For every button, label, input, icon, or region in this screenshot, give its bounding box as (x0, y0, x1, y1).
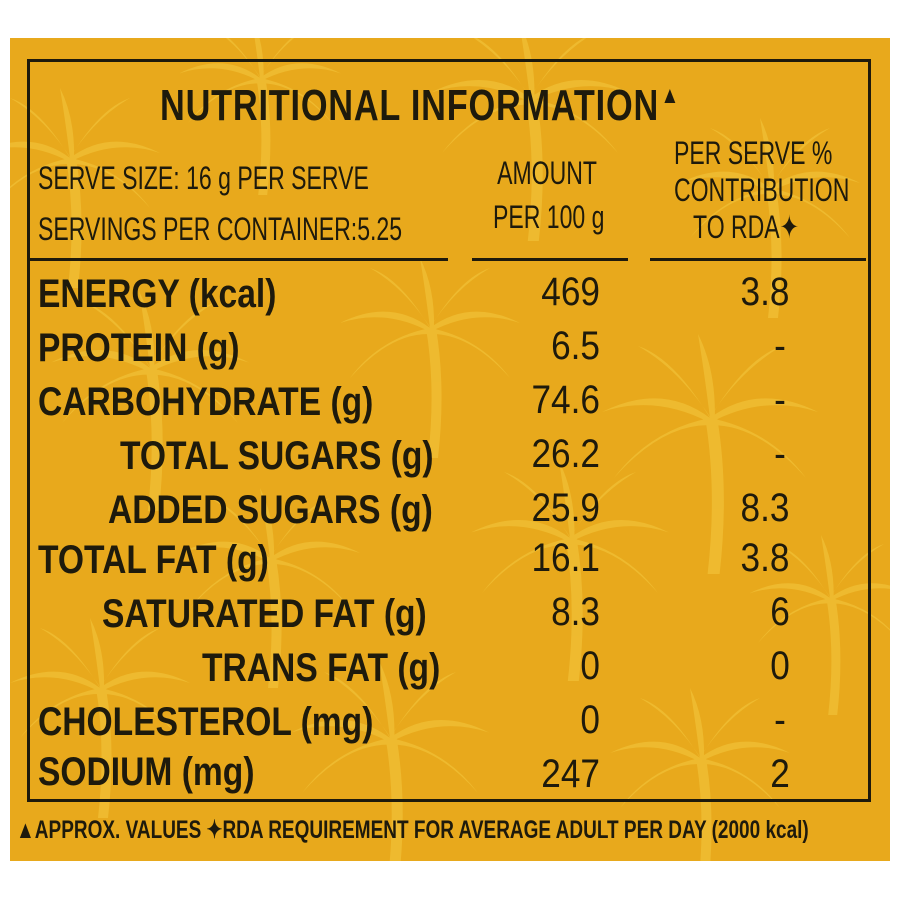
rda-value: - (774, 324, 786, 368)
amount-value: 469 (541, 270, 600, 314)
amount-value: 16.1 (531, 536, 600, 580)
nutrient-label: CARBOHYDRATE (g) (38, 380, 374, 424)
amount-header-line: AMOUNT (497, 155, 597, 191)
rda-value: - (774, 698, 786, 742)
rda-header-line: CONTRIBUTION (674, 172, 850, 208)
rda-column-header: PER SERVE % CONTRIBUTION TO RDA✦ (646, 135, 850, 246)
palm-tree-icon (340, 258, 520, 458)
nutrition-label-panel: NUTRITIONAL INFORMATION▲ SERVE SIZE: 16 … (10, 38, 890, 861)
nutrient-label: TOTAL SUGARS (g) (120, 434, 434, 478)
amount-column-header: AMOUNT PER 100 g (472, 151, 622, 239)
rda-value: 6 (770, 590, 790, 634)
nutrient-label: ADDED SUGARS (g) (108, 488, 433, 532)
rda-value: 2 (770, 752, 790, 796)
palm-tree-icon (180, 488, 360, 688)
amount-value: 0 (580, 644, 600, 688)
palm-tree-background-pattern (10, 38, 890, 861)
serve-size-text: SERVE SIZE: 16 g PER SERVE (38, 160, 369, 196)
palm-tree-icon (50, 291, 249, 511)
nutrient-label: ENERGY (kcal) (38, 272, 277, 316)
rda-value: - (774, 378, 786, 422)
approx-mark-icon: ▲ (660, 82, 680, 109)
amount-header-line: PER 100 g (493, 199, 605, 235)
amount-value: 26.2 (531, 432, 600, 476)
palm-tree-icon (471, 461, 669, 681)
header-divider-serve (30, 258, 448, 261)
table-title: NUTRITIONAL INFORMATION▲ (160, 84, 680, 128)
palm-tree-icon (749, 535, 890, 715)
amount-value: 247 (541, 752, 600, 796)
nutrient-label: PROTEIN (g) (38, 326, 240, 370)
amount-value: 6.5 (551, 324, 600, 368)
nutrient-label: SODIUM (mg) (38, 750, 255, 794)
nutrient-label: CHOLESTEROL (mg) (38, 700, 374, 744)
palm-tree-icon (680, 118, 860, 318)
palm-tree-icon (610, 688, 790, 861)
footnote-text: ▲APPROX. VALUES ✦RDA REQUIREMENT FOR AVE… (16, 816, 809, 844)
palm-tree-icon (10, 88, 160, 288)
amount-value: 25.9 (531, 486, 600, 530)
rda-value: - (774, 432, 786, 476)
rda-value: 3.8 (740, 270, 790, 314)
amount-value: 8.3 (551, 590, 600, 634)
nutrition-table-frame (27, 59, 871, 802)
nutrient-label: SATURATED FAT (g) (102, 592, 427, 636)
servings-per-container-text: SERVINGS PER CONTAINER:5.25 (38, 211, 403, 247)
palm-tree-icon (10, 618, 190, 818)
rda-value: 8.3 (740, 486, 790, 530)
palm-tree-icon (179, 38, 341, 195)
rda-header-line: TO RDA✦ (693, 209, 799, 245)
header-divider-amount (472, 258, 628, 261)
amount-value: 74.6 (531, 378, 600, 422)
rda-value: 0 (770, 644, 790, 688)
palm-tree-icon (602, 334, 818, 574)
title-text: NUTRITIONAL INFORMATION (160, 81, 660, 130)
rda-header-line: PER SERVE % (674, 135, 833, 171)
palm-tree-icon (431, 38, 629, 241)
rda-value: 3.8 (740, 536, 790, 580)
nutrient-label: TRANS FAT (g) (202, 646, 441, 690)
amount-value: 0 (580, 698, 600, 742)
nutrient-label: TOTAL FAT (g) (38, 538, 269, 582)
header-divider-rda (650, 258, 866, 261)
